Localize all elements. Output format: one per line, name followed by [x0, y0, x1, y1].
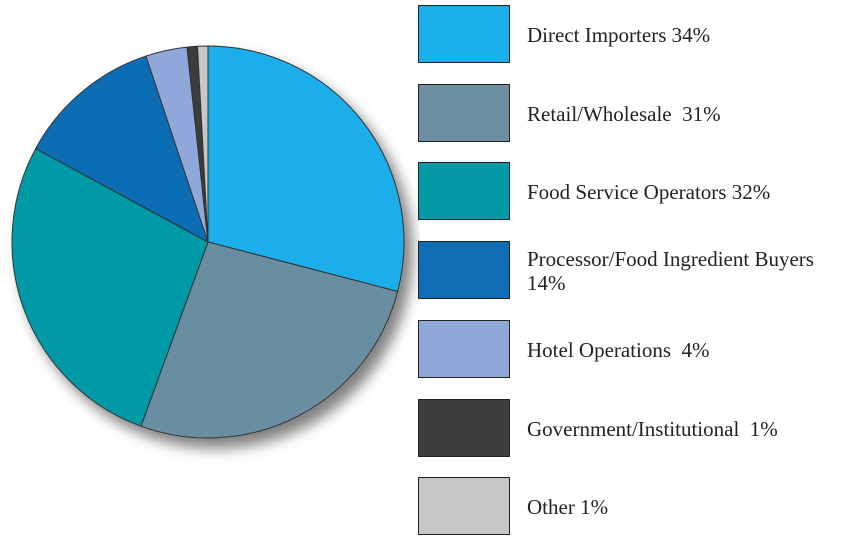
pie-chart [11, 45, 405, 439]
value-label: 4% [681, 337, 710, 362]
legend-swatch [418, 162, 510, 221]
category-label: Government/Institutional [527, 416, 745, 441]
legend-label: Government/Institutional 1% [527, 399, 857, 459]
value-label: 14% [527, 271, 566, 296]
pie-slice [196, 45, 209, 243]
legend-label: Retail/Wholesale 31% [527, 84, 857, 144]
value-label: 1% [749, 416, 778, 441]
category-label: Other [527, 495, 575, 520]
legend-item: Other 1% [418, 477, 858, 537]
legend-label: Other 1% [527, 477, 857, 537]
legend-label: Processor/Food Ingredient Buyers 14% [527, 241, 857, 301]
legend-swatch [418, 319, 510, 378]
legend-item: Government/Institutional 1% [418, 398, 858, 459]
category-label: Food Service Operators [527, 180, 727, 205]
legend-label: Food Service Operators 32% [527, 162, 857, 222]
pie-slice [207, 45, 405, 293]
legend-item: Hotel Operations 4% [418, 319, 858, 380]
value-label: 32% [731, 180, 771, 205]
legend-label-text: Processor/Food Ingredient Buyers 14% [527, 247, 827, 295]
category-label: Processor/Food Ingredient Buyers [527, 247, 820, 272]
legend-label-text: Hotel Operations 4% [527, 338, 710, 362]
legend-item: Processor/Food Ingredient Buyers 14% [418, 241, 858, 301]
pie-slice [140, 241, 399, 439]
value-label: 34% [671, 23, 711, 47]
category-label: Direct Importers [527, 23, 667, 47]
legend-label-text: Retail/Wholesale 31% [527, 102, 721, 126]
legend-label: Hotel Operations 4% [527, 320, 857, 380]
pie-slice [35, 55, 209, 244]
legend-label: Direct Importers 34% [527, 5, 857, 65]
legend-label-text: Other 1% [527, 495, 608, 519]
legend-label-text: Food Service Operators 32% [527, 180, 770, 204]
legend-swatch [418, 398, 510, 457]
legend-swatch [418, 477, 510, 536]
legend-swatch [418, 241, 510, 300]
legend-item: Direct Importers 34% [418, 5, 858, 65]
value-label: 1% [580, 495, 609, 520]
legend-item: Food Service Operators 32% [418, 162, 858, 222]
category-label: Retail/Wholesale [527, 101, 677, 126]
category-label: Hotel Operations [527, 337, 677, 362]
legend-label-text: Direct Importers 34% [527, 23, 710, 47]
legend-swatch [418, 5, 510, 63]
pie-slice [11, 147, 209, 427]
legend-swatch [418, 83, 510, 142]
legend-label-text: Government/Institutional 1% [527, 417, 778, 441]
pie [11, 45, 405, 439]
value-label: 31% [682, 101, 721, 126]
legend-item: Retail/Wholesale 31% [418, 83, 858, 144]
